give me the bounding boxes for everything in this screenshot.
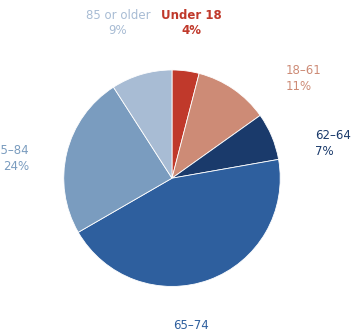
Wedge shape (64, 87, 172, 232)
Text: Under 18
4%: Under 18 4% (161, 9, 222, 38)
Wedge shape (78, 159, 280, 286)
Wedge shape (172, 74, 260, 178)
Text: 65–74
44%: 65–74 44% (174, 319, 209, 330)
Wedge shape (172, 115, 279, 178)
Text: 85 or older
9%: 85 or older 9% (86, 9, 150, 38)
Wedge shape (113, 70, 172, 178)
Text: 62–64
7%: 62–64 7% (315, 129, 351, 158)
Text: 75–84
24%: 75–84 24% (0, 145, 29, 173)
Wedge shape (172, 70, 199, 178)
Text: 18–61
11%: 18–61 11% (286, 64, 322, 93)
